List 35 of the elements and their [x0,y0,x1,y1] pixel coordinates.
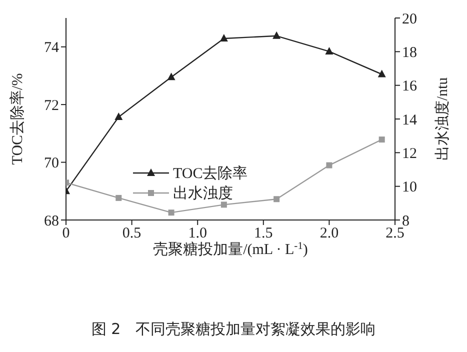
y-tick-label: 72 [44,98,59,114]
legend-label: TOC去除率 [173,164,248,182]
y2-tick-label: 18 [402,44,417,61]
x-tick-label: 0.5 [122,226,142,242]
y2-tick-label: 8 [402,213,410,230]
y-tick-label: 74 [44,40,60,56]
x-tick-label: 1.5 [254,226,273,242]
x-tick-label: 2.0 [320,226,339,242]
y2-tick-label: 10 [402,180,417,196]
y2-tick-label: 16 [402,78,418,95]
y-axis-title: TOC去除率/% [9,73,26,165]
point [220,202,227,208]
point [167,72,176,80]
point [325,46,334,54]
caption: 图 2 不同壳聚糖投加量对絮凝效果的影响 [90,320,377,339]
x-tick-label: 1.0 [188,226,207,242]
y2-tick-label: 20 [402,11,417,28]
x-tick-label: 2.5 [386,226,404,242]
point [114,112,123,120]
y-tick-label: 68 [44,213,59,230]
point [326,162,332,168]
y2-axis-title: 出水浊度/ntu [434,76,451,161]
point [378,136,385,143]
y-tick-label: 70 [44,156,59,172]
point [274,196,280,202]
point [168,210,174,216]
point [220,34,228,42]
point [378,70,386,78]
x-axis-title: 壳聚糖投加量/(mL · L$^{-1}$) [153,240,308,258]
point [116,194,122,201]
y2-tick-label: 12 [402,146,417,162]
legend-label: 出水浊度 [173,184,233,202]
y2-tick-label: 14 [402,112,418,128]
point [272,31,281,39]
x-tick-label: 0 [62,226,70,242]
